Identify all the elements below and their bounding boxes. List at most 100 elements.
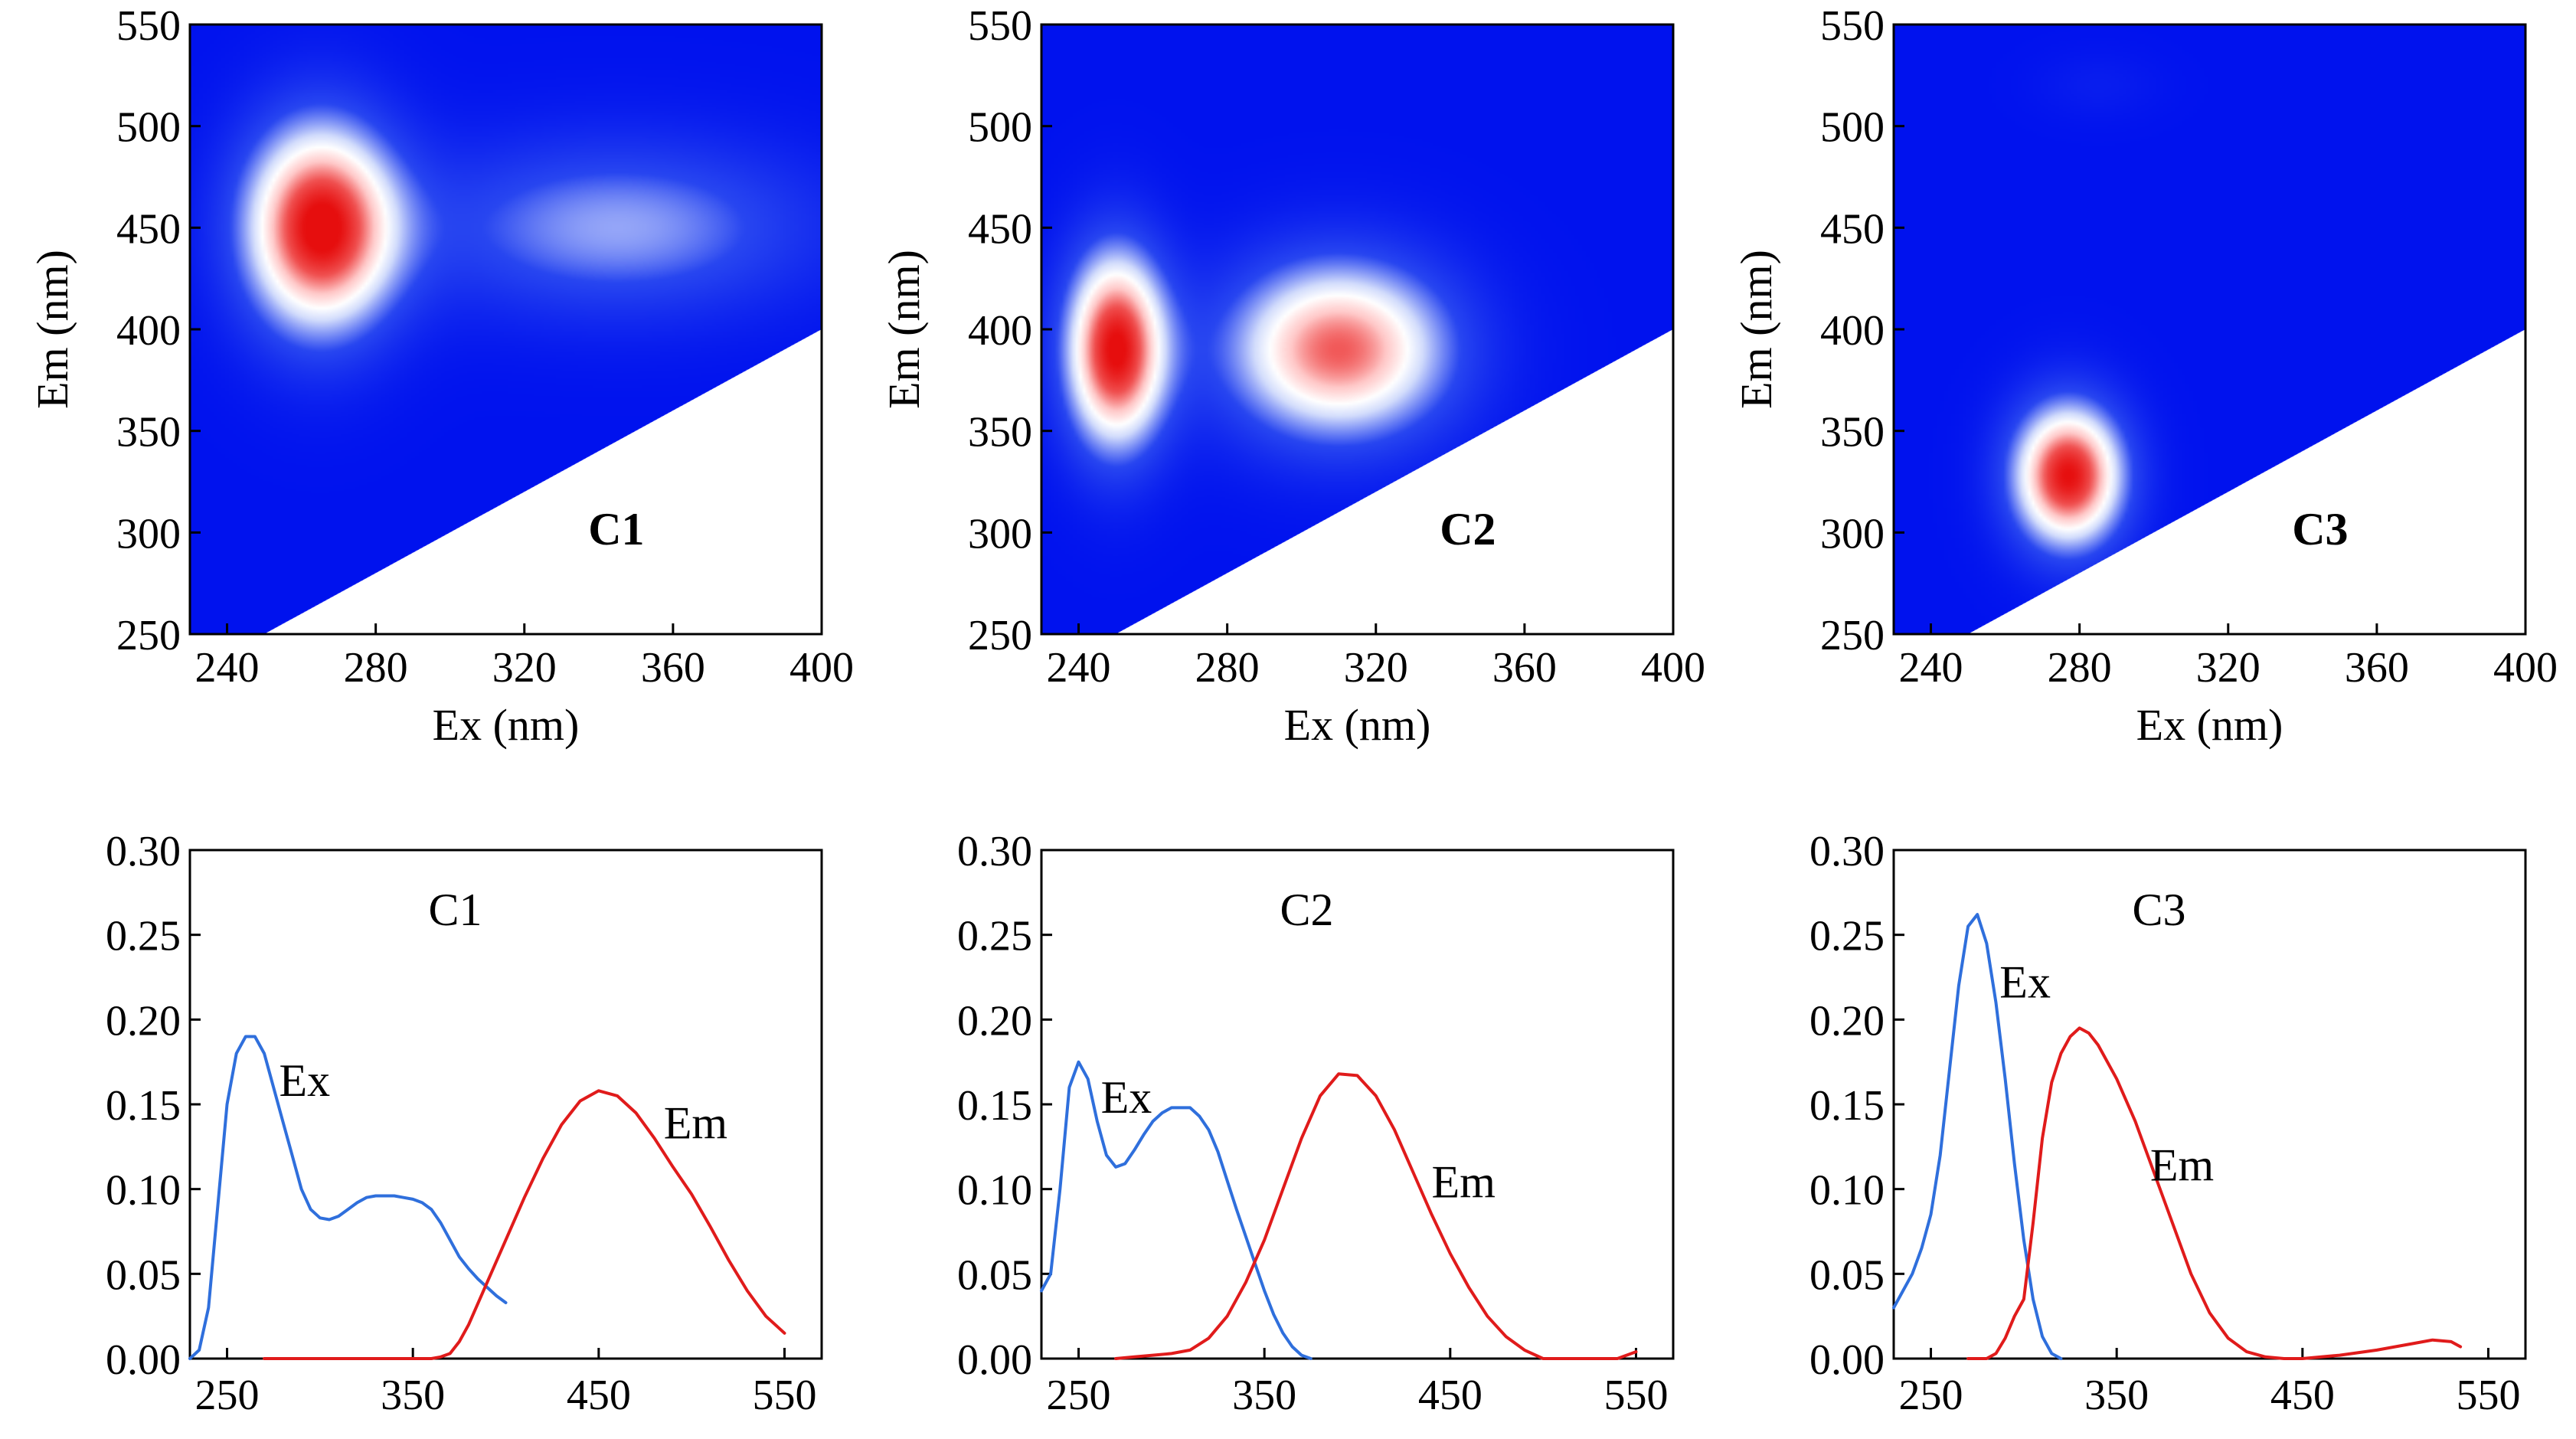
spec-c1-x-tick-label: 350 [381,1372,445,1419]
eem-c3-x-axis-label: Ex (nm) [2136,700,2283,750]
spec-c1-y-tick-label: 0.15 [106,1082,181,1130]
spec-c2-y-tick-label: 0.20 [957,997,1032,1045]
spec-c1-ex-curve [188,1035,508,1360]
spec-c1-y-tick-label: 0.10 [106,1167,181,1215]
eem-c3-x-tick-label: 360 [2345,644,2409,692]
eem-c1-y-axis-label: Em (nm) [28,250,77,409]
spec-c2-x-tick-label: 450 [1418,1372,1483,1419]
spec-c1-title: C1 [428,885,482,935]
eem-c2-panel: 240 280 320 360 400 250 300 350 400 450 500 550 Ex (… [879,2,1705,750]
spec-c3-y-tick-label: 0.15 [1809,1082,1885,1130]
spec-c2-ex-label: Ex [1101,1072,1152,1123]
eem-c1-y-tick-label: 250 [116,612,181,659]
spec-c1-y-tick-label: 0.30 [106,828,181,875]
spec-c3-em-curve [1966,1026,2463,1360]
spec-c2-title: C2 [1280,885,1333,935]
eem-c3-x-tick-label: 320 [2196,644,2261,692]
eem-c2-x-tick-label: 360 [1492,644,1557,692]
eem-c3-y-axis-label: Em (nm) [1731,250,1781,409]
spec-c2-y-tick-label: 0.25 [957,913,1032,960]
spec-c3-y-tick-label: 0.20 [1809,997,1885,1045]
eem-c2-y-tick-label: 450 [968,205,1032,253]
eem-c1-y-tick-label: 400 [116,307,181,355]
eem-c2-y-tick-label: 400 [968,307,1032,355]
spec-c2-panel: 250 350 450 550 0.00 0.05 0.10 0.15 0.20 0.25 0.30… [957,828,1675,1419]
spec-c2-x-tick-label: 250 [1047,1372,1111,1419]
spec-c1-y-tick-label: 0.00 [106,1336,181,1384]
eem-c2-y-tick-label: 500 [968,104,1032,152]
spec-c3-ex-curve [1892,913,2063,1360]
eem-c3-y-tick-label: 450 [1820,205,1885,253]
spec-c3-y-tick-label: 0.30 [1809,828,1885,875]
eem-c3-panel: 240 280 320 360 400 250 300 350 400 450 500 550 Ex (… [1731,2,2558,750]
eem-c2-x-axis-label: Ex (nm) [1284,700,1431,750]
eem-c2-y-tick-label: 350 [968,409,1032,456]
eem-c3-panel-tag: C3 [2292,504,2348,554]
spec-c1-y-tick-label: 0.20 [106,997,181,1045]
spec-c3-y-tick-label: 0.25 [1809,913,1885,960]
spec-c2-em-curve [1114,1072,1638,1360]
spec-c1-x-tick-label: 550 [752,1372,816,1419]
spec-c1-x-tick-label: 450 [567,1372,631,1419]
spec-c3-panel: 250 350 450 550 0.00 0.05 0.10 0.15 0.20 0.25 0.30… [1809,828,2527,1419]
eem-c1-x-tick-label: 320 [492,644,557,692]
eem-c1-x-tick-label: 280 [344,644,408,692]
spec-c3-x-tick-label: 450 [2270,1372,2335,1419]
spec-c3-em-label: Em [2150,1140,2214,1191]
eem-c2-x-tick-label: 320 [1344,644,1408,692]
spec-c2-y-tick-label: 0.00 [957,1336,1032,1384]
eem-c3-masked-region [1968,329,2525,634]
spec-c2-ex-curve [1040,1060,1313,1360]
spec-c2-y-tick-label: 0.30 [957,828,1032,875]
spec-c3-title: C3 [2132,885,2185,935]
eem-c1-x-tick-label: 360 [641,644,705,692]
eem-c2-y-tick-label: 550 [968,2,1032,50]
eem-c2-x-tick-label: 280 [1195,644,1260,692]
spec-c2-x-tick-label: 550 [1603,1372,1668,1419]
spec-c1-ex-label: Ex [279,1055,330,1106]
eem-c1-y-tick-label: 550 [116,2,181,50]
eem-c2-x-tick-label: 400 [1641,644,1705,692]
eem-c2-y-axis-label: Em (nm) [879,250,929,409]
eem-c1-y-tick-label: 350 [116,409,181,456]
eem-c1-panel: 240 280 320 360 400 250 300 350 400 450 500 550 Ex (… [28,2,854,750]
eem-c2-x-tick-label: 240 [1047,644,1111,692]
spec-c1-em-label: Em [664,1097,727,1148]
spec-c1-em-curve [263,1089,786,1360]
spec-c3-y-tick-label: 0.00 [1809,1336,1885,1384]
eem-c3-y-tick-label: 250 [1820,612,1885,659]
eem-c3-y-tick-label: 500 [1820,104,1885,152]
spec-c1-x-tick-label: 250 [195,1372,260,1419]
spec-c1-y-tick-label: 0.25 [106,913,181,960]
eem-c1-y-tick-label: 500 [116,104,181,152]
eem-c3-x-tick-label: 280 [2048,644,2112,692]
eem-c3-y-tick-label: 350 [1820,409,1885,456]
spec-c3-x-tick-label: 350 [2084,1372,2149,1419]
eem-c3-y-tick-label: 400 [1820,307,1885,355]
eem-c1-x-tick-label: 400 [789,644,854,692]
eem-c2-y-tick-label: 300 [968,510,1032,558]
eem-c2-masked-region [1116,329,1673,634]
spec-c1-y-tick-label: 0.05 [106,1251,181,1299]
eem-c1-panel-tag: C1 [588,504,644,554]
spec-c3-x-tick-label: 550 [2456,1372,2520,1419]
spec-c3-x-tick-label: 250 [1899,1372,1963,1419]
spec-c2-em-label: Em [1432,1157,1496,1208]
eem-c3-x-tick-label: 400 [2493,644,2558,692]
spec-c2-x-tick-label: 350 [1232,1372,1296,1419]
eem-c3-x-tick-label: 240 [1899,644,1963,692]
eem-c2-y-tick-label: 250 [968,612,1032,659]
eem-c3-y-tick-label: 550 [1820,2,1885,50]
spec-c2-y-tick-label: 0.05 [957,1251,1032,1299]
spec-c3-y-tick-label: 0.05 [1809,1251,1885,1299]
spec-c1-panel: 250 350 450 550 0.00 0.05 0.10 0.15 0.20 0.25 0.30… [106,828,823,1419]
eem-c2-panel-tag: C2 [1440,504,1496,554]
eem-c1-masked-region [264,329,822,634]
spec-c2-y-tick-label: 0.10 [957,1167,1032,1215]
eem-c3-y-tick-label: 300 [1820,510,1885,558]
eem-c1-y-tick-label: 450 [116,205,181,253]
spec-c3-plot-frame [1892,849,2527,1360]
spec-c3-ex-label: Ex [1999,957,2051,1008]
spec-c2-y-tick-label: 0.15 [957,1082,1032,1130]
